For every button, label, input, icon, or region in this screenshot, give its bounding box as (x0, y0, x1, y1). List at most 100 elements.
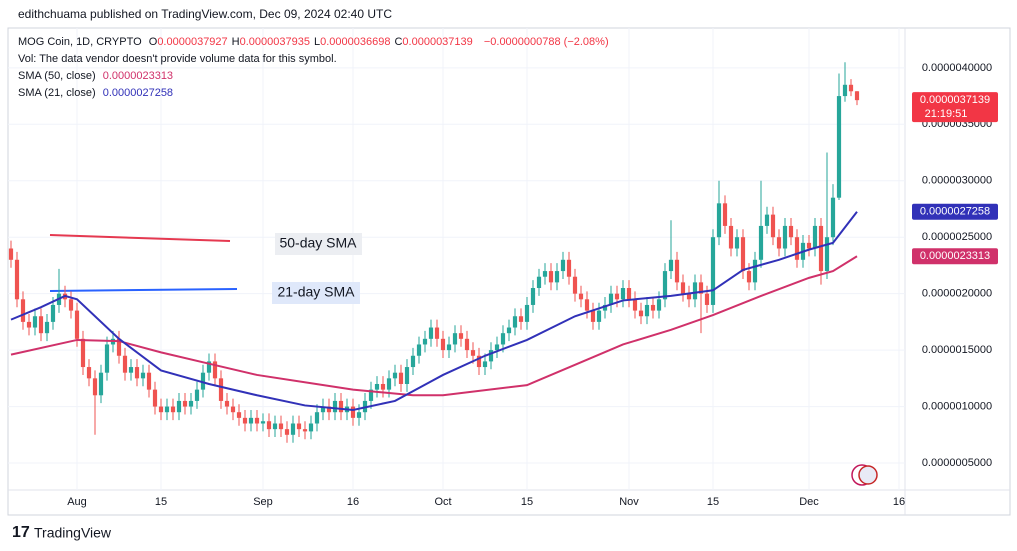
candle-body (518, 316, 524, 322)
candle-body (374, 383, 380, 390)
candle-body (440, 338, 446, 351)
header: edithchuama published on TradingView.com… (18, 7, 393, 21)
candle-body (614, 293, 620, 300)
candle-body (194, 389, 200, 401)
candle-body (224, 400, 230, 407)
x-tick-label: Nov (619, 496, 639, 508)
candle-body (332, 400, 338, 413)
candle-body (650, 304, 656, 311)
candle-body (854, 91, 860, 101)
candle-body (272, 423, 278, 430)
candle-body (368, 389, 374, 401)
candle-body (392, 372, 398, 379)
plot (8, 62, 860, 443)
candle-body (566, 259, 572, 277)
candle-body (560, 259, 566, 272)
candle-body (590, 310, 596, 322)
candle-body (620, 288, 626, 300)
candle-body (548, 271, 554, 283)
candle-body (146, 372, 152, 390)
candle-body (740, 237, 746, 272)
candle-body (122, 355, 128, 373)
candle-body (752, 259, 758, 283)
x-tick-label: Oct (434, 496, 451, 508)
event-icon[interactable] (858, 465, 878, 485)
candle-body (512, 316, 518, 328)
ohlc-key: H (231, 36, 240, 48)
candle-body (710, 237, 716, 305)
candle-body (314, 412, 320, 424)
candle-body (416, 344, 422, 356)
x-tick-label: 15 (155, 496, 167, 508)
candle-body (788, 225, 794, 238)
candle-body (248, 417, 254, 424)
candle-body (794, 237, 800, 260)
candle-body (434, 327, 440, 339)
ohlc-key: C (394, 36, 403, 48)
logo-mark: 17 (12, 524, 30, 541)
countdown: 21:19:51 (925, 108, 968, 120)
candle-body (680, 282, 686, 294)
price-label-box (912, 248, 998, 265)
candle-body (296, 423, 302, 430)
candle-body (260, 421, 266, 424)
candle-body (722, 203, 728, 226)
x-tick-label: Dec (799, 496, 819, 508)
candle-body (356, 412, 362, 418)
price-label-box (912, 92, 998, 123)
candle-body (476, 355, 482, 368)
candle-body (266, 421, 272, 430)
candle-body (662, 271, 668, 300)
candle-body (410, 355, 416, 368)
candle-body (542, 271, 548, 277)
candle-body (704, 293, 710, 305)
axis: Aug 15 Sep 16 Oct 15 Nov 15 Dec 16 0.0000005000 0.0… (67, 62, 998, 508)
candle-body (494, 344, 500, 351)
candle-body (812, 225, 818, 249)
candle-body (338, 400, 344, 413)
grid (8, 28, 905, 490)
candle-body (554, 271, 560, 283)
candle-body (302, 429, 308, 432)
candle-body (212, 361, 218, 379)
candle-body (482, 361, 488, 368)
y-tick-label: 0.0000005000 (922, 457, 992, 469)
candle-body (596, 310, 602, 322)
candle-body (20, 299, 26, 322)
x-tick-label: 16 (347, 496, 359, 508)
candle-body (602, 304, 608, 311)
candle-body (284, 429, 290, 435)
ohlc-value: 0.0000037927 (157, 36, 228, 48)
change: −0.0000000788 (−2.08%) (483, 36, 609, 48)
candle-body (158, 406, 164, 413)
y-tick-label: 0.0000025000 (922, 231, 992, 243)
price-label: 0.0000037139 (920, 94, 990, 106)
candle-body (770, 214, 776, 238)
y-tick-label: 0.0000010000 (922, 400, 992, 412)
candle-body (836, 96, 842, 198)
candle-body (656, 299, 662, 311)
sma-name: SMA (21, close) (18, 87, 96, 99)
x-tick-label: 16 (893, 496, 905, 508)
candle-body (398, 372, 404, 384)
x-tick-label: Aug (67, 496, 87, 508)
price-label: 0.0000027258 (920, 206, 990, 218)
sma-value: 0.0000027258 (102, 87, 174, 99)
candle-body (50, 304, 56, 322)
candle-body (128, 367, 134, 373)
candle-body (578, 293, 584, 300)
candle-body (98, 372, 104, 396)
candle-body (524, 304, 530, 322)
candle-body (506, 327, 512, 334)
candle-body (698, 282, 704, 294)
candle-body (668, 259, 674, 272)
legend-row: SMA (21, close) 0.0000027258 (18, 87, 177, 99)
candle-body (32, 316, 38, 328)
candle-body (452, 333, 458, 345)
candle-body (830, 197, 836, 238)
ohlc-value: 0.0000036698 (320, 36, 391, 48)
sma-name: SMA (50, close) (18, 70, 96, 82)
price-label-box (912, 203, 998, 220)
